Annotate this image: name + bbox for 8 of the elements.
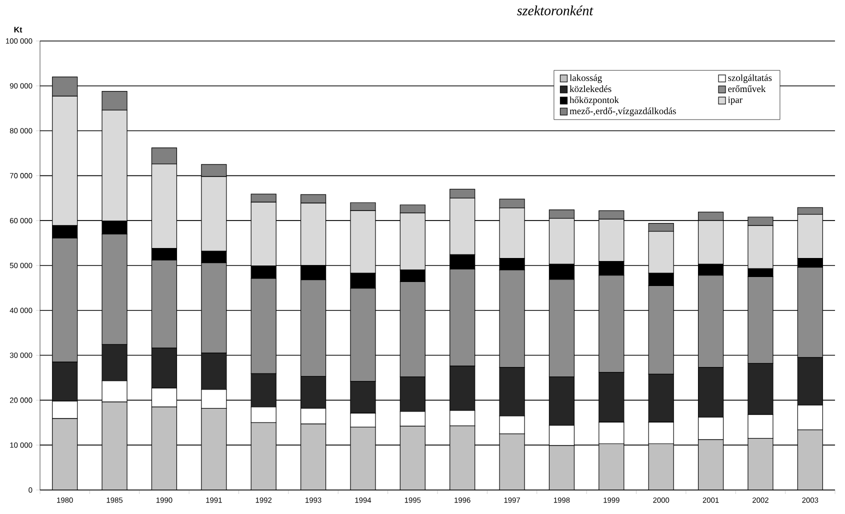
legend-label: erőművek [728, 85, 766, 92]
legend-label: mező-,erdő-,vízgazdálkodás [570, 108, 676, 116]
legend-label: lakosság [570, 74, 602, 83]
chart-title: szektoronként [517, 6, 594, 16]
legend-label: ipar [728, 96, 742, 105]
legend-label: szolgáltatás [728, 74, 772, 83]
legend-label: hőközpontok [570, 96, 619, 106]
legend-label: közlekedés [570, 85, 612, 92]
